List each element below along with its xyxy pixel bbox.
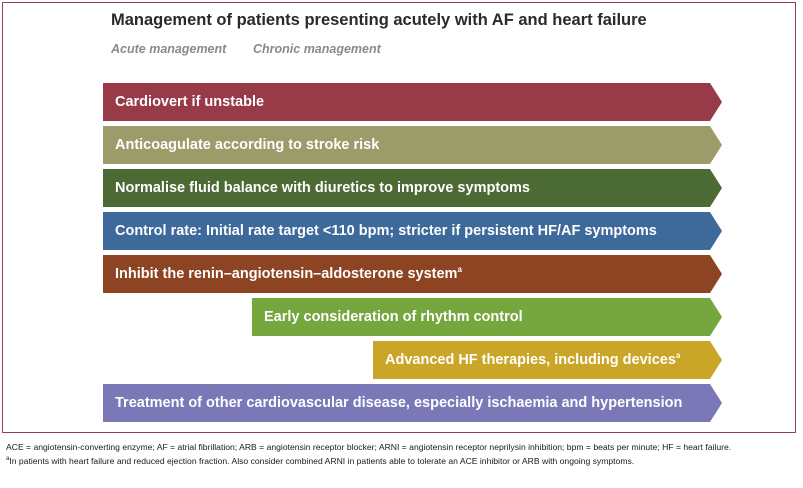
bar-label: Early consideration of rhythm control <box>264 309 523 325</box>
bar-label: Inhibit the renin–angiotensin–aldosteron… <box>115 265 462 282</box>
legend-chronic-management: Chronic management <box>253 42 381 56</box>
footnotes: ACE = angiotensin-converting enzyme; AF … <box>6 441 796 467</box>
bar-normalise-fluid: Normalise fluid balance with diuretics t… <box>103 169 722 207</box>
bar-rhythm-control: Early consideration of rhythm control <box>252 298 722 336</box>
bar-label: Anticoagulate according to stroke risk <box>115 137 380 153</box>
bar-anticoagulate: Anticoagulate according to stroke risk <box>103 126 722 164</box>
bar-cardiovert: Cardiovert if unstable <box>103 83 722 121</box>
bar-label: Treatment of other cardiovascular diseas… <box>115 395 683 411</box>
bar-inhibit-raas: Inhibit the renin–angiotensin–aldosteron… <box>103 255 722 293</box>
bar-treatment-other-cvd: Treatment of other cardiovascular diseas… <box>103 384 722 422</box>
legend-acute-management: Acute management <box>111 42 227 56</box>
bar-label: Control rate: Initial rate target <110 b… <box>115 223 657 239</box>
bar-label: Advanced HF therapies, including devices… <box>385 351 681 368</box>
figure-frame <box>2 2 796 433</box>
figure-title: Management of patients presenting acutel… <box>111 11 647 29</box>
footnote-abbreviations: ACE = angiotensin-converting enzyme; AF … <box>6 442 732 452</box>
bar-label: Cardiovert if unstable <box>115 94 265 110</box>
bar-label: Normalise fluid balance with diuretics t… <box>115 180 530 196</box>
bar-advanced-hf-therapies: Advanced HF therapies, including devices… <box>373 341 722 379</box>
footnote-a: aIn patients with heart failure and redu… <box>6 455 635 466</box>
bar-control-rate: Control rate: Initial rate target <110 b… <box>103 212 722 250</box>
